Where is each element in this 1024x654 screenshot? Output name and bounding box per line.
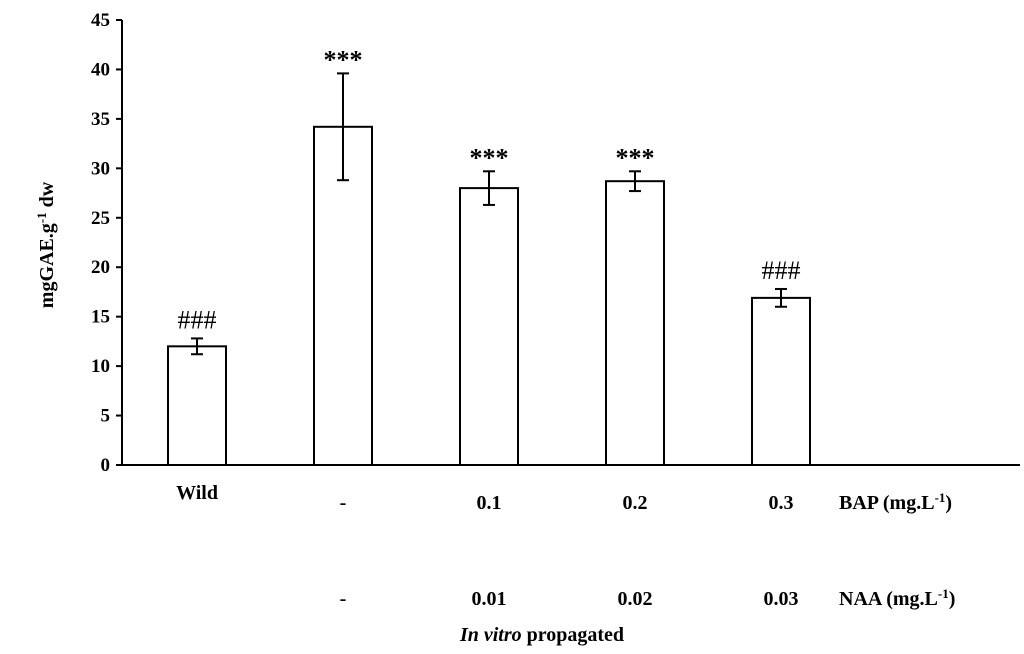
significance-label: *** — [616, 143, 655, 172]
bar — [605, 180, 665, 466]
significance-label: *** — [470, 143, 509, 172]
significance-label: ### — [178, 305, 217, 334]
bap-row-name: BAP (mg.L-1) — [839, 490, 952, 515]
y-tick-label: 40 — [91, 59, 110, 80]
significance-annotations: ### *** *** *** ### — [178, 45, 801, 334]
significance-label: *** — [324, 45, 363, 74]
y-axis-ticks: 0 5 10 15 20 25 30 35 40 45 — [91, 10, 122, 476]
y-tick-label: 35 — [91, 109, 110, 130]
y-tick-label: 5 — [101, 406, 111, 427]
y-tick-label: 20 — [91, 257, 110, 278]
error-bars — [191, 72, 787, 356]
naa-category-label: 0.03 — [764, 588, 799, 610]
naa-category-label: 0.01 — [472, 588, 507, 610]
bap-category-label: Wild — [176, 482, 218, 504]
x-axis-title: In vitro propagated — [459, 624, 624, 646]
y-tick-label: 0 — [101, 455, 111, 476]
bar — [167, 345, 227, 467]
naa-category-label: 0.02 — [618, 588, 653, 610]
bap-category-label: - — [340, 492, 347, 514]
y-tick-label: 25 — [91, 208, 110, 229]
category-labels: Wild - 0.1 0.2 0.3 - 0.01 0.02 0.03 — [176, 482, 798, 610]
bap-category-label: 0.2 — [623, 492, 648, 514]
y-tick-label: 45 — [91, 10, 110, 31]
y-axis-title: mgGAE.g-1 dw — [34, 181, 59, 308]
bap-category-label: 0.1 — [477, 492, 502, 514]
y-tick-label: 10 — [91, 356, 110, 377]
naa-category-label: - — [340, 588, 347, 610]
bar — [751, 296, 811, 466]
naa-row-name: NAA (mg.L-1) — [839, 586, 955, 611]
y-tick-label: 15 — [91, 307, 110, 328]
bar — [313, 125, 373, 467]
significance-label: ### — [762, 256, 801, 285]
y-tick-label: 30 — [91, 158, 110, 179]
bap-category-label: 0.3 — [769, 492, 794, 514]
bar — [459, 187, 519, 466]
